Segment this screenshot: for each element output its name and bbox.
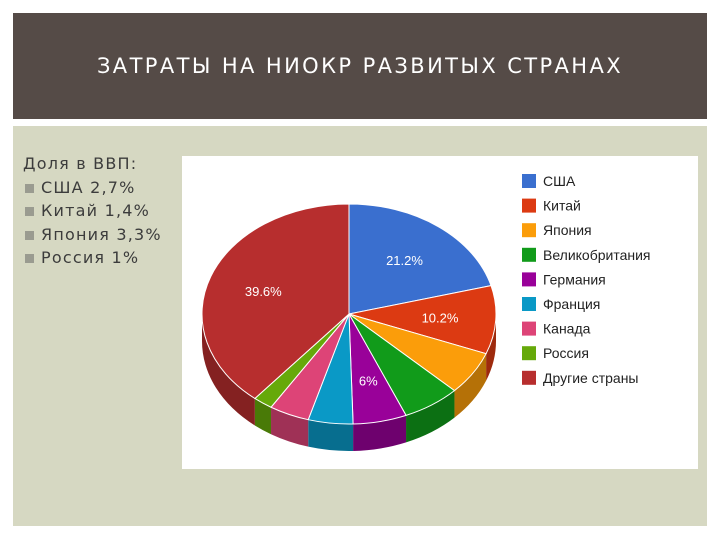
legend-swatch-4: [522, 272, 536, 287]
legend-swatch-6: [522, 321, 536, 336]
pie-slice-8: [201, 203, 350, 400]
pie-top: [201, 203, 497, 425]
legend-label-6: Канада: [543, 321, 591, 337]
legend-swatch-7: [522, 346, 536, 361]
bullet-intro: Доля в ВВП:: [23, 154, 138, 173]
legend-swatch-2: [522, 223, 536, 238]
pie-data-labels: 21.2% 10.2% 6% 39.6%: [245, 253, 459, 389]
legend-label-5: Франция: [543, 296, 600, 312]
pie-chart: 21.2% 10.2% 6% 39.6% США Китай Япония Великобри…: [201, 173, 651, 451]
pie-data-label-1: 10.2%: [422, 311, 459, 326]
legend-swatch-8: [522, 370, 536, 385]
pie-data-label-0: 21.2%: [386, 253, 423, 268]
content-area: Доля в ВВП: США 2,7% Китай 1,4% Япония 3…: [13, 126, 707, 526]
bullet-item-china: Китай 1,4%: [23, 199, 162, 223]
legend: США Китай Япония Великобритания Германия Фран…: [522, 173, 651, 386]
legend-label-0: США: [543, 173, 576, 189]
pie-side-6: [271, 407, 309, 447]
legend-label-2: Япония: [543, 222, 592, 238]
bullet-item-russia: Россия 1%: [23, 246, 162, 270]
pie-side-walls: [202, 314, 496, 451]
pie-side-3: [406, 390, 455, 443]
bullet-list: Доля в ВВП: США 2,7% Китай 1,4% Япония 3…: [23, 152, 162, 270]
pie-side-4: [353, 415, 407, 451]
legend-swatch-1: [522, 198, 536, 213]
legend-label-8: Другие страны: [543, 370, 639, 386]
pie-side-1: [486, 314, 496, 381]
chart-panel: 21.2% 10.2% 6% 39.6% США Китай Япония Великобри…: [182, 156, 698, 469]
pie-data-label-4: 6%: [359, 374, 378, 389]
legend-label-1: Китай: [543, 198, 581, 214]
pie-side-8: [202, 314, 255, 426]
pie-slice-1: [348, 285, 497, 355]
pie-side-5: [308, 419, 354, 451]
bullet-item-usa: США 2,7%: [23, 176, 162, 200]
legend-swatch-0: [522, 174, 536, 188]
pie-data-label-8: 39.6%: [245, 284, 282, 299]
pie-side-7: [254, 398, 272, 435]
bullet-item-japan: Япония 3,3%: [23, 223, 162, 247]
legend-label-7: Россия: [543, 345, 589, 361]
pie-side-2: [454, 353, 487, 418]
pie-slice-0: [348, 203, 492, 315]
legend-label-3: Великобритания: [543, 247, 651, 263]
legend-swatch-5: [522, 297, 536, 311]
legend-label-4: Германия: [543, 271, 606, 287]
header-bar: ЗАТРАТЫ НА НИОКР РАЗВИТЫХ СТРАНАХ: [13, 13, 707, 119]
legend-swatch-3: [522, 247, 536, 262]
slide-title: ЗАТРАТЫ НА НИОКР РАЗВИТЫХ СТРАНАХ: [96, 54, 624, 78]
